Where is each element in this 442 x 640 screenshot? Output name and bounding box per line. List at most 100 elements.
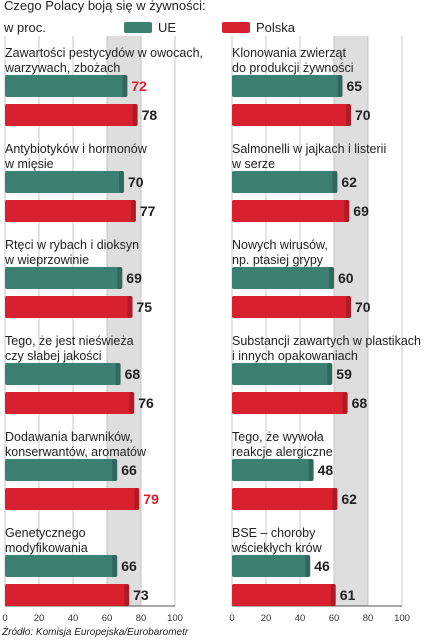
bar-end-shade-ue-right-4	[308, 459, 314, 481]
category-label-left-0-0: Zawartości pestycydów w owocach,	[5, 46, 203, 60]
value-label-pl-right-4: 62	[341, 491, 357, 507]
bar-end-shade-pl-left-4	[134, 488, 140, 510]
bar-end-shade-ue-right-0	[337, 75, 343, 97]
legend-swatch-ue	[124, 22, 152, 33]
legend-item-pl: Polska	[222, 20, 295, 35]
value-label-pl-right-1: 69	[353, 203, 369, 219]
bar-end-shade-ue-right-2	[329, 267, 334, 289]
category-label-left-4-1: konserwantów, aromatów	[5, 445, 147, 459]
source-note: Źródło: Komisja Europejska/Eurobarometr	[2, 627, 189, 638]
value-label-ue-right-1: 62	[341, 174, 357, 190]
category-label-left-4-0: Dodawania barwników,	[5, 430, 133, 444]
bar-end-shade-ue-right-3	[327, 363, 333, 385]
legend-item-ue: UE	[124, 20, 176, 35]
category-label-right-5-1: wściekłych krów	[231, 541, 323, 555]
bar-end-shade-pl-left-3	[129, 392, 135, 414]
bar-end-shade-pl-right-1	[344, 200, 350, 222]
category-label-right-4-0: Tego, że wywoła	[232, 430, 324, 444]
bar-ue-right-2	[232, 267, 334, 289]
tick-label-0-left: 0	[2, 613, 7, 624]
value-label-ue-right-4: 48	[318, 462, 334, 478]
bar-ue-right-1	[232, 171, 338, 193]
bar-pl-right-1	[232, 200, 350, 222]
bar-end-shade-pl-right-2	[346, 296, 351, 318]
value-label-ue-left-4: 66	[121, 462, 137, 478]
bar-pl-left-4	[5, 488, 140, 510]
category-label-right-2-1: np. ptasiej grypy	[232, 253, 324, 267]
value-label-pl-left-5: 73	[133, 587, 149, 603]
bar-ue-left-0	[5, 75, 128, 97]
bar-end-shade-pl-left-0	[132, 104, 138, 126]
value-label-ue-left-3: 68	[125, 366, 141, 382]
tick-label-100-right: 100	[394, 613, 410, 624]
tick-label-40-left: 40	[68, 613, 79, 624]
band-60-80-left	[107, 36, 141, 606]
tick-label-80-left: 80	[136, 613, 147, 624]
category-label-left-1-0: Antybiotyków i hormonów	[5, 142, 148, 156]
bar-end-shade-pl-left-5	[124, 584, 130, 606]
bar-pl-right-4	[232, 488, 338, 510]
tick-label-40-right: 40	[295, 613, 306, 624]
value-label-pl-right-5: 61	[340, 587, 356, 603]
value-label-pl-left-4: 79	[143, 491, 159, 507]
bar-ue-left-5	[5, 555, 118, 577]
value-label-ue-right-3: 59	[336, 366, 352, 382]
bar-end-shade-pl-right-0	[346, 104, 351, 126]
category-label-right-4-1: reakcje alergiczne	[232, 445, 333, 459]
bar-end-shade-pl-left-2	[127, 296, 133, 318]
category-label-left-2-1: w wieprzowinie	[4, 253, 89, 267]
bar-ue-left-1	[5, 171, 124, 193]
category-label-right-2-0: Nowych wirusów,	[232, 238, 328, 252]
category-label-left-5-1: modyfikowania	[5, 541, 88, 555]
bar-pl-left-0	[5, 104, 138, 126]
category-label-right-0-0: Klonowania zwierząt	[232, 46, 346, 60]
bar-pl-left-5	[5, 584, 130, 606]
bar-ue-right-4	[232, 459, 314, 481]
bar-end-shade-pl-right-3	[342, 392, 348, 414]
category-label-left-5-0: Genetycznego	[5, 526, 86, 540]
value-label-ue-left-2: 69	[126, 270, 142, 286]
category-label-left-3-1: czy słabej jakości	[5, 349, 102, 363]
bar-end-shade-pl-right-4	[332, 488, 338, 510]
value-label-pl-left-2: 75	[137, 299, 153, 315]
value-label-pl-right-0: 70	[355, 107, 371, 123]
bar-ue-left-2	[5, 267, 123, 289]
value-label-ue-right-5: 46	[314, 558, 330, 574]
bar-ue-left-3	[5, 363, 121, 385]
bar-ue-left-4	[5, 459, 118, 481]
tick-label-100-left: 100	[167, 613, 183, 624]
category-label-right-1-1: w serze	[231, 157, 275, 171]
bar-pl-left-2	[5, 296, 133, 318]
bar-ue-right-0	[232, 75, 343, 97]
category-label-right-3-0: Substancji zawartych w plastikach	[232, 334, 421, 348]
bar-end-shade-ue-right-5	[305, 555, 311, 577]
bar-pl-right-5	[232, 584, 336, 606]
bar-end-shade-ue-left-2	[117, 267, 123, 289]
tick-label-80-right: 80	[363, 613, 374, 624]
value-label-pl-right-3: 68	[352, 395, 368, 411]
legend-label-pl: Polska	[256, 20, 296, 35]
category-label-left-1-1: w mięsie	[4, 157, 54, 171]
bar-pl-left-3	[5, 392, 135, 414]
bar-end-shade-ue-left-0	[122, 75, 128, 97]
tick-label-0-right: 0	[229, 613, 234, 624]
tick-label-60-left: 60	[102, 613, 113, 624]
category-label-right-1-0: Salmonelli w jajkach i listerii	[232, 142, 386, 156]
unit-label: w proc.	[4, 20, 46, 35]
category-label-right-3-1: i innych opakowaniach	[232, 349, 358, 363]
value-label-ue-left-0: 72	[131, 78, 147, 94]
value-label-ue-left-5: 66	[121, 558, 137, 574]
value-label-pl-left-1: 77	[140, 203, 156, 219]
value-label-pl-left-3: 76	[138, 395, 154, 411]
bar-pl-right-3	[232, 392, 348, 414]
bar-end-shade-pl-left-1	[130, 200, 136, 222]
bar-end-shade-ue-left-5	[112, 555, 118, 577]
value-label-ue-left-1: 70	[128, 174, 144, 190]
category-label-left-0-1: warzywach, zbożach	[4, 61, 120, 75]
legend-label-ue: UE	[158, 20, 177, 35]
bar-end-shade-ue-left-4	[112, 459, 118, 481]
tick-label-60-right: 60	[329, 613, 340, 624]
bar-end-shade-ue-left-3	[115, 363, 121, 385]
